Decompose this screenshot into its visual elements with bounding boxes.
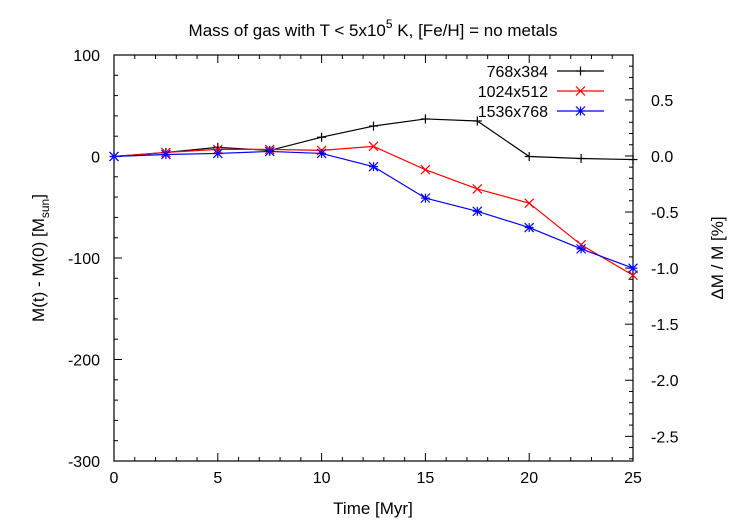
data-point [369,121,378,131]
y2-axis-label: ΔM / M [%] [708,216,727,299]
data-point-stroke [628,263,638,274]
data-point [628,270,638,281]
series-layer [109,114,638,281]
data-point-stroke [472,206,483,217]
data-point-stroke [420,164,431,175]
x-tick-label: 5 [213,470,222,487]
y-axis-label-close: ] [29,194,48,199]
x-tick-label: 15 [417,470,435,487]
y2-tick-label: -0.5 [651,205,679,222]
data-point [368,141,379,152]
chart-title-superscript: 5 [386,17,393,31]
y-tick-label: -300 [68,454,100,471]
y-tick-label: 0 [91,150,100,167]
y-tick-label: -100 [68,251,100,268]
chart-title: Mass of gas with T < 5x105 K, [Fe/H] = n… [189,17,558,40]
data-point-stroke [524,198,535,209]
legend-marker-stroke [575,86,586,96]
data-point-stroke [109,151,119,162]
x-axis-label: Time [Myr] [333,499,413,518]
y-axis-label-subscript: sun [38,199,52,218]
data-point [576,243,587,254]
data-point [317,132,327,142]
data-point-stroke [212,148,223,159]
data-point [368,161,379,172]
legend-label: 1024x512 [478,84,548,101]
y2-tick-label: 0.5 [651,93,673,110]
legend-marker [576,66,585,76]
y-tick-label: -200 [68,353,100,370]
x-tick-label: 0 [110,470,119,487]
legend-marker-stroke [575,106,586,116]
data-point [524,198,535,209]
legend-label: 1536x768 [478,104,548,121]
data-point-stroke [368,141,379,152]
data-point [628,155,638,165]
data-point-stroke [576,243,587,254]
y-axis-left: 100 0 -100 -200 -300 [68,48,122,471]
data-point [316,148,327,159]
data-point [420,193,431,204]
y2-tick-label: -2.5 [651,429,679,446]
data-point [628,263,638,274]
data-point [472,184,483,194]
legend-marker [575,106,586,116]
x-axis: 0 5 10 15 20 25 [110,55,642,487]
data-point [472,116,482,126]
chart-title-suffix: K, [Fe/H] = no metals [393,21,558,40]
y2-tick-label: 0.0 [651,149,673,166]
series-768x384 [109,114,638,165]
y-axis-label: M(t) - M(0) [Msun] [29,194,52,322]
x-tick-label: 10 [313,470,331,487]
data-point [264,146,275,157]
data-point [212,148,223,159]
data-point [420,164,431,175]
data-point-stroke [316,148,327,159]
data-point-stroke [264,146,275,157]
data-point-stroke [420,193,431,204]
data-point [576,154,586,164]
legend-label: 768x384 [487,64,548,81]
data-point-stroke [524,222,535,233]
chart-title-prefix: Mass of gas with T < 5x10 [189,21,386,40]
data-point [420,114,430,124]
y2-tick-label: -1.5 [651,317,679,334]
y-axis-label-main: M(t) - M(0) [M [29,218,48,322]
x-tick-label: 25 [624,470,642,487]
legend: 768x384 1024x512 1536x768 [478,64,604,121]
x-tick-label: 20 [520,470,538,487]
y-axis-right: 0.5 0.0 -0.5 -1.0 -1.5 -2.0 -2.5 [625,65,679,460]
data-point [472,206,483,217]
plot-frame [113,54,634,462]
series-1536x768 [109,146,638,274]
data-point [524,152,534,161]
data-point [524,222,535,233]
data-point-stroke [368,161,379,172]
y-tick-label: 100 [73,48,100,65]
data-point [160,149,171,160]
data-point [109,151,119,162]
legend-marker [575,86,586,96]
y2-tick-label: -1.0 [651,261,679,278]
data-point-stroke [160,149,171,160]
y2-tick-label: -2.0 [651,373,679,390]
data-point-stroke [628,270,638,281]
data-point-stroke [472,184,483,194]
